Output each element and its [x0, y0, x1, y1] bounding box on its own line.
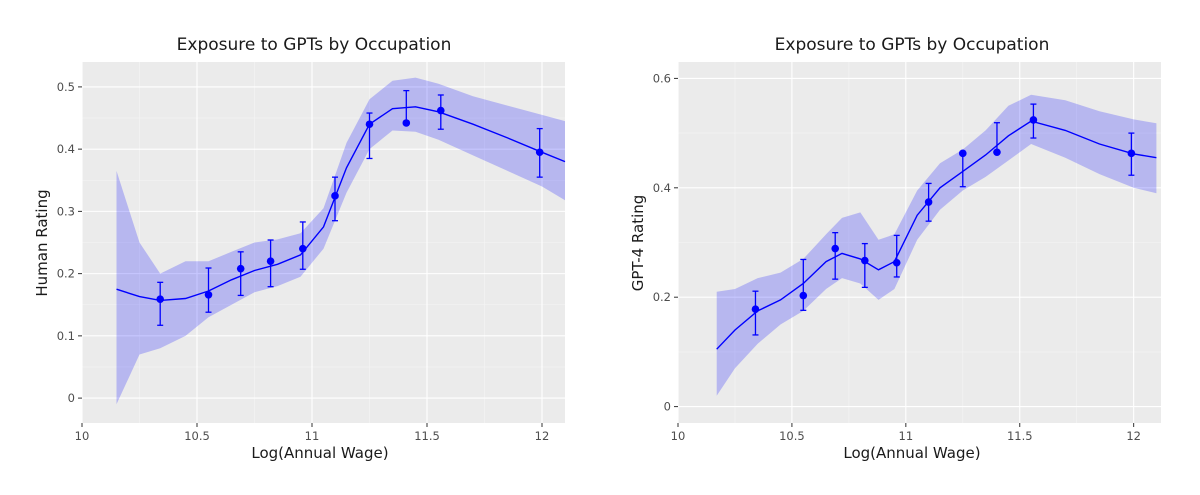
x-tick-label: 11	[305, 429, 320, 443]
data-point	[924, 198, 933, 206]
data-point	[993, 148, 1001, 157]
y-tick-label: 0.3	[57, 204, 75, 218]
x-tick-label: 10	[75, 429, 90, 443]
x-tick-label: 11.5	[414, 429, 440, 443]
x-tick-label: 10.5	[184, 429, 210, 443]
y-tick-label: 0.5	[57, 80, 75, 94]
y-tick-label: 0	[68, 391, 75, 405]
data-point	[266, 257, 275, 265]
data-point	[402, 119, 411, 127]
confidence-band	[116, 77, 565, 405]
y-axis-title: Human Rating	[33, 189, 51, 296]
x-axis-title: Log(Annual Wage)	[251, 444, 388, 462]
data-point	[831, 244, 840, 253]
data-point	[958, 149, 967, 158]
grid-lines	[677, 62, 1161, 423]
y-axis-title: GPT-4 Rating	[629, 195, 647, 292]
x-tick-label: 11	[899, 429, 914, 443]
data-point	[1029, 116, 1038, 124]
data-points	[156, 106, 544, 303]
chart-gpt4-rating: Exposure to GPTs by Occupation 10 10.5 11 1…	[629, 35, 1161, 462]
y-tick-label: 0.4	[57, 142, 75, 156]
x-axis-title: Log(Annual Wage)	[843, 444, 980, 462]
y-tick-label: 0.2	[653, 290, 671, 304]
y-axis-ticks: 0 0.2 0.4 0.6	[653, 71, 678, 414]
x-axis-ticks: 10 10.5 11 11.5 12	[671, 423, 1141, 443]
x-tick-label: 10.5	[779, 429, 805, 443]
chart-human-rating: Exposure to GPTs by Occupation 10 10.5 11 1…	[33, 35, 566, 462]
confidence-band	[716, 94, 1157, 396]
x-tick-label: 10	[671, 429, 686, 443]
smooth-line	[116, 106, 566, 302]
data-point	[861, 256, 869, 265]
data-point	[799, 291, 808, 300]
data-point	[331, 192, 339, 200]
data-point	[751, 305, 760, 314]
data-point	[204, 290, 213, 299]
x-tick-label: 12	[535, 429, 550, 443]
data-point	[156, 295, 164, 303]
x-tick-label: 12	[1126, 429, 1141, 443]
data-point	[236, 264, 245, 273]
x-tick-label: 11.5	[1007, 429, 1033, 443]
data-point	[299, 244, 307, 253]
x-axis-ticks: 10 10.5 11 11.5 12	[75, 423, 550, 443]
y-tick-label: 0.4	[653, 181, 671, 195]
y-tick-label: 0.2	[57, 267, 75, 281]
y-tick-label: 0	[664, 400, 671, 414]
data-point	[535, 148, 544, 157]
smooth-line	[716, 120, 1157, 350]
y-tick-label: 0.6	[653, 71, 671, 85]
data-points	[751, 116, 1136, 314]
data-point	[892, 258, 901, 267]
data-point	[437, 106, 445, 115]
y-axis-ticks: 0 0.1 0.2 0.3 0.4 0.5	[57, 80, 82, 405]
data-point	[1127, 149, 1136, 158]
chart-title: Exposure to GPTs by Occupation	[177, 35, 452, 55]
y-tick-label: 0.1	[57, 329, 75, 343]
data-point	[365, 120, 374, 129]
chart-title: Exposure to GPTs by Occupation	[775, 35, 1050, 55]
